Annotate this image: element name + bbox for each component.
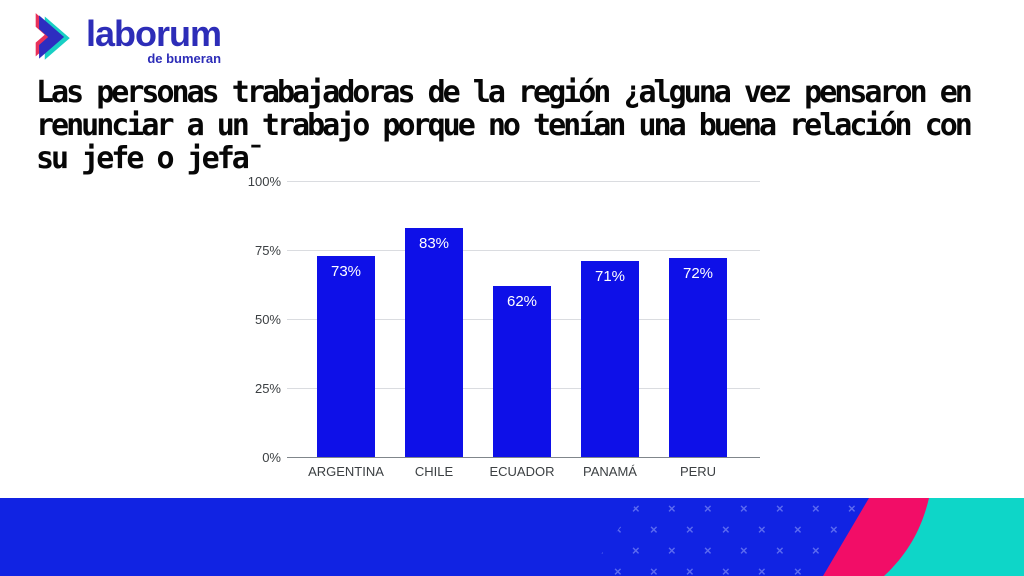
- x-mark-glyph: ×: [686, 564, 694, 576]
- laborum-wordmark: laborum de bumeran: [86, 12, 222, 66]
- x-mark-glyph: ×: [722, 522, 730, 537]
- x-mark-glyph: ×: [758, 564, 766, 576]
- x-mark-glyph: ×: [848, 501, 856, 516]
- x-axis-category-label: ECUADOR: [489, 464, 555, 479]
- x-mark-glyph: ×: [614, 564, 622, 576]
- x-mark-glyph: ×: [740, 501, 748, 516]
- brand-tagline: de bumeran: [147, 51, 222, 66]
- bar-value-label: 71%: [594, 268, 626, 286]
- x-mark-glyph: ×: [758, 522, 766, 537]
- title-line-1: Las personas trabajadoras de la región ¿…: [36, 75, 973, 110]
- gridline: [287, 388, 760, 389]
- bar: 72%: [669, 258, 727, 457]
- bar: 62%: [493, 285, 551, 457]
- x-mark-glyph: ×: [830, 522, 838, 537]
- x-axis-category-label: PERU: [679, 464, 717, 479]
- gridline: [287, 319, 760, 320]
- bar-value-label: 72%: [682, 265, 714, 283]
- x-mark-glyph: ×: [704, 501, 712, 516]
- gridline: [287, 181, 760, 182]
- y-axis-tick-label: 100%: [247, 174, 281, 189]
- bar: 83%: [405, 227, 463, 457]
- brand-text: laborum: [86, 13, 222, 54]
- bar-value-label: 62%: [506, 292, 538, 310]
- y-axis-tick-label: 75%: [254, 243, 281, 258]
- gridline: [287, 250, 760, 251]
- x-mark-glyph: ×: [650, 564, 658, 576]
- x-mark-glyph: ×: [740, 543, 748, 558]
- y-axis-tick-label: 25%: [254, 381, 281, 396]
- x-mark-glyph: ×: [776, 543, 784, 558]
- title-line-2: renunciar a un trabajo porque no tenían …: [36, 108, 973, 143]
- x-axis-category-label: PANAMÁ: [583, 464, 637, 479]
- laborum-logo: laborum de bumeran: [30, 12, 222, 66]
- band-corner-shapes: [823, 498, 1024, 576]
- y-axis-tick-label: 50%: [254, 312, 281, 327]
- teal-corner-shape: [884, 498, 1024, 576]
- x-mark-glyph: ×: [668, 543, 676, 558]
- y-axis-tick-label: 0%: [262, 450, 281, 465]
- x-mark-glyph: ×: [668, 501, 676, 516]
- bar-value-label: 73%: [330, 262, 362, 280]
- bar: 73%: [317, 255, 375, 457]
- bar-value-label: 83%: [418, 234, 450, 252]
- laborum-chevron-icon: [35, 13, 70, 60]
- slide-title: Las personas trabajadoras de la región ¿…: [36, 76, 996, 175]
- x-mark-glyph: ×: [650, 522, 658, 537]
- x-mark-glyph: ×: [776, 501, 784, 516]
- x-axis-category-label: ARGENTINA: [308, 464, 384, 479]
- x-mark-glyph: ×: [794, 522, 802, 537]
- x-mark-glyph: ×: [812, 501, 820, 516]
- x-mark-glyph: ×: [686, 522, 694, 537]
- x-mark-glyph: ×: [632, 543, 640, 558]
- x-mark-glyph: ×: [794, 564, 802, 576]
- x-mark-glyph: ×: [722, 564, 730, 576]
- x-axis-category-label: CHILE: [414, 464, 454, 479]
- x-mark-glyph: ×: [632, 501, 640, 516]
- x-mark-glyph: ×: [704, 543, 712, 558]
- x-mark-glyph: ×: [812, 543, 820, 558]
- bar: 71%: [581, 261, 639, 457]
- x-axis-line: [287, 457, 760, 458]
- title-line-3: su jefe o jefa¯: [36, 141, 265, 176]
- bottom-decor-band: ××××××××××××××××××××××××××××××××××××××××…: [0, 498, 1024, 576]
